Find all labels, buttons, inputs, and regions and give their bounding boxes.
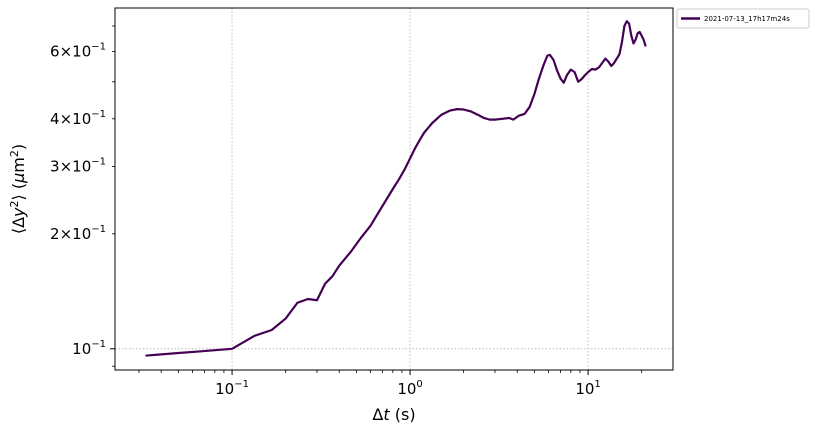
major-ticks (110, 348, 589, 375)
x-tick-label: 100 (397, 379, 422, 398)
y-tick-label: 10−1 (72, 339, 106, 358)
y-tick-label: 4×10−1 (50, 109, 106, 128)
x-tick-label: 101 (575, 379, 600, 398)
y-tick-label: 6×10−1 (50, 42, 106, 61)
y-tick-label: 2×10−1 (50, 224, 106, 243)
y-axis-label: ⟨Δy2⟩ (μm2) (8, 144, 28, 234)
series-layer (145, 20, 647, 357)
series-line (145, 20, 647, 357)
minor-ticks (112, 25, 643, 373)
legend-box (676, 8, 810, 29)
grid-lines (115, 8, 673, 370)
x-tick-label: 10−1 (215, 379, 249, 398)
y-tick-label: 3×10−1 (50, 157, 106, 176)
x-axis-label: Δt (s) (372, 405, 415, 424)
plot-frame (114, 7, 674, 371)
legend-label: 2021-07-13_17h17m24s (704, 15, 790, 23)
legend[interactable]: 2021-07-13_17h17m24s (676, 8, 810, 29)
tick-labels: 10−1 100 101 10−1 2×10−1 3×10−1 4×10−1 6×10−1 (50, 42, 601, 398)
